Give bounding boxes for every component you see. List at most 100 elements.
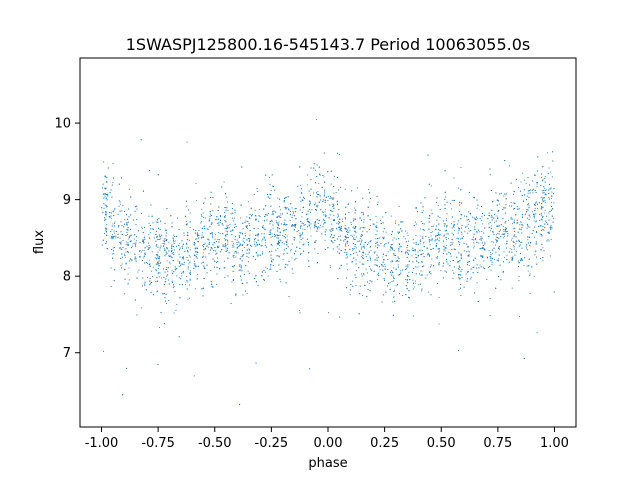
scatter-point xyxy=(185,205,187,207)
scatter-point xyxy=(384,266,386,268)
scatter-point xyxy=(336,222,338,224)
scatter-point xyxy=(369,246,371,248)
scatter-point xyxy=(164,255,166,257)
scatter-point xyxy=(152,294,154,296)
scatter-point xyxy=(164,297,166,299)
scatter-point xyxy=(505,227,507,229)
scatter-point xyxy=(533,217,535,219)
scatter-point xyxy=(164,243,166,245)
scatter-point xyxy=(302,232,304,234)
scatter-point xyxy=(264,239,266,241)
scatter-point xyxy=(318,201,320,203)
scatter-point xyxy=(498,230,500,232)
scatter-point xyxy=(424,197,426,199)
scatter-point xyxy=(444,204,446,206)
scatter-point xyxy=(267,275,269,277)
scatter-point xyxy=(143,240,145,243)
scatter-point xyxy=(188,297,191,299)
scatter-point xyxy=(291,257,293,259)
scatter-point xyxy=(366,281,369,283)
scatter-point xyxy=(488,212,490,214)
scatter-point xyxy=(369,198,372,200)
scatter-point xyxy=(393,289,396,291)
scatter-point xyxy=(119,247,121,249)
scatter-point xyxy=(108,216,110,218)
scatter-point xyxy=(519,224,521,226)
scatter-point xyxy=(315,240,317,242)
scatter-point xyxy=(255,214,257,217)
scatter-point xyxy=(519,190,521,192)
scatter-point xyxy=(317,190,319,193)
scatter-point xyxy=(249,234,251,236)
scatter-point xyxy=(532,180,534,182)
scatter-point xyxy=(352,249,354,251)
scatter-point xyxy=(496,240,498,242)
scatter-point xyxy=(539,258,542,260)
scatter-point xyxy=(520,228,522,230)
scatter-point xyxy=(346,243,348,245)
scatter-point xyxy=(256,242,258,244)
scatter-point xyxy=(172,272,174,274)
scatter-point xyxy=(367,188,370,190)
scatter-point xyxy=(133,238,135,240)
scatter-point xyxy=(450,223,452,225)
scatter-point xyxy=(382,294,384,296)
scatter-point xyxy=(421,266,423,268)
scatter-point xyxy=(106,241,108,243)
scatter-point xyxy=(247,201,249,203)
scatter-point xyxy=(426,274,428,276)
scatter-point xyxy=(422,228,424,231)
scatter-point xyxy=(458,241,460,243)
scatter-point xyxy=(219,268,221,270)
scatter-point xyxy=(229,223,231,226)
scatter-point xyxy=(209,211,211,213)
scatter-point xyxy=(511,223,514,225)
scatter-point xyxy=(497,237,499,239)
scatter-point xyxy=(405,278,407,280)
scatter-point xyxy=(548,183,551,185)
scatter-point xyxy=(523,264,525,266)
scatter-point xyxy=(491,264,493,266)
scatter-point xyxy=(524,194,526,196)
scatter-point xyxy=(499,203,501,205)
scatter-point xyxy=(536,263,538,265)
scatter-point xyxy=(375,245,377,247)
scatter-point xyxy=(488,223,490,225)
scatter-point xyxy=(220,215,222,217)
scatter-point xyxy=(266,267,268,270)
scatter-point xyxy=(131,259,133,261)
scatter-point xyxy=(125,244,127,246)
scatter-point xyxy=(127,242,129,244)
scatter-point xyxy=(473,242,475,244)
scatter-point xyxy=(216,273,218,275)
scatter-point xyxy=(524,213,526,215)
scatter-point xyxy=(360,273,362,275)
scatter-point xyxy=(489,255,491,257)
scatter-point xyxy=(330,231,332,233)
scatter-point xyxy=(543,197,545,199)
scatter-point xyxy=(420,220,422,222)
scatter-point xyxy=(277,227,279,229)
scatter-point xyxy=(419,243,421,245)
scatter-point xyxy=(278,215,280,217)
scatter-point xyxy=(130,247,133,249)
scatter-point xyxy=(303,198,305,200)
scatter-point xyxy=(458,269,460,271)
scatter-point xyxy=(170,256,172,258)
scatter-point xyxy=(181,275,183,277)
scatter-point xyxy=(314,224,316,226)
scatter-point xyxy=(227,209,229,211)
scatter-point xyxy=(104,187,106,189)
scatter-point xyxy=(518,186,520,188)
scatter-point xyxy=(489,251,491,254)
scatter-point xyxy=(398,247,400,249)
scatter-point xyxy=(155,240,157,242)
scatter-point xyxy=(271,220,273,222)
scatter-point xyxy=(526,265,528,267)
scatter-point xyxy=(502,261,505,263)
scatter-point xyxy=(362,258,364,260)
scatter-point xyxy=(218,224,220,226)
scatter-point xyxy=(118,225,120,227)
scatter-point xyxy=(178,253,180,255)
scatter-point xyxy=(313,167,315,169)
